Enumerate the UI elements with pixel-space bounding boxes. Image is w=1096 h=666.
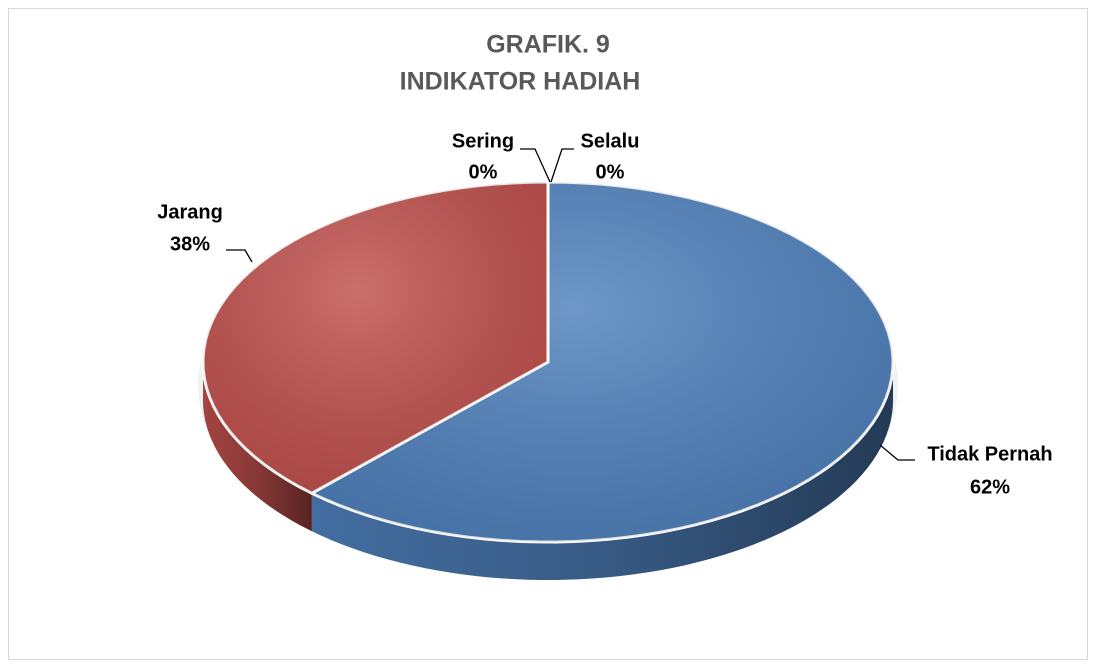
leader-line [550,148,574,183]
value-label: 0% [596,161,625,183]
leader-line [879,444,915,461]
category-label: Tidak Pernah [927,443,1052,465]
category-label: Selalu [581,130,640,152]
leader-line [520,148,551,183]
value-label: 38% [170,233,210,255]
value-label: 0% [469,161,498,183]
value-label: 62% [970,476,1010,498]
slice-shine [203,182,549,494]
chart-title: GRAFIK. 9 [486,31,610,59]
category-label: Sering [452,130,514,152]
leader-line [226,249,253,263]
category-label: Jarang [157,201,223,223]
chart-subtitle: INDIKATOR HADIAH [400,68,641,96]
slice-side-shade [203,362,312,532]
slice-shine [311,182,893,542]
slice-side-shade [311,362,893,580]
